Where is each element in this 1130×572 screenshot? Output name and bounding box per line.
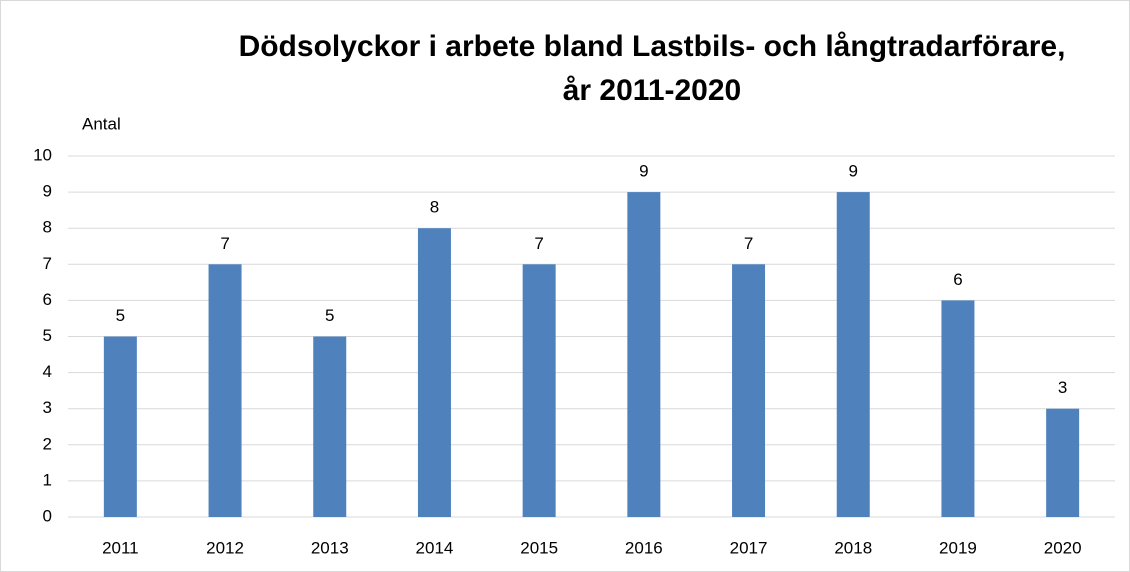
- data-label: 7: [744, 234, 753, 253]
- data-label: 8: [430, 198, 439, 217]
- bar: [941, 300, 975, 517]
- bar: [836, 192, 870, 517]
- x-tick-label: 2011: [102, 538, 139, 557]
- bar: [103, 336, 137, 517]
- x-tick-label: 2019: [939, 538, 977, 557]
- y-tick-label: 6: [43, 290, 52, 309]
- data-label: 9: [639, 162, 648, 181]
- x-tick-label: 2020: [1044, 538, 1082, 557]
- bar: [732, 264, 766, 517]
- y-tick-label: 5: [43, 326, 52, 345]
- bar: [208, 264, 242, 517]
- y-tick-label: 7: [43, 254, 52, 273]
- bar: [417, 228, 451, 517]
- bar: [313, 336, 347, 517]
- data-label: 5: [116, 306, 125, 325]
- y-tick-label: 10: [33, 145, 52, 164]
- y-tick-label: 0: [43, 506, 52, 525]
- y-tick-label: 8: [43, 218, 52, 237]
- y-tick-label: 9: [43, 182, 52, 201]
- x-tick-label: 2013: [311, 538, 349, 557]
- y-tick-label: 3: [43, 398, 52, 417]
- chart-title: Dödsolyckor i arbete bland Lastbils- och…: [239, 30, 1066, 63]
- y-tick-label: 4: [43, 362, 52, 381]
- bar: [627, 192, 661, 517]
- x-tick-label: 2018: [834, 538, 872, 557]
- data-label: 9: [849, 162, 858, 181]
- data-label: 7: [220, 234, 229, 253]
- data-label: 5: [325, 306, 334, 325]
- y-tick-label: 2: [43, 434, 52, 453]
- y-axis-label: Antal: [82, 114, 121, 133]
- x-tick-label: 2014: [416, 538, 454, 557]
- bar: [1046, 408, 1080, 517]
- x-tick-label: 2017: [730, 538, 768, 557]
- chart-title: år 2011-2020: [563, 74, 742, 107]
- data-label: 3: [1058, 378, 1067, 397]
- y-tick-label: 1: [43, 470, 52, 489]
- bar: [522, 264, 556, 517]
- x-tick-label: 2012: [206, 538, 244, 557]
- data-label: 6: [953, 270, 962, 289]
- x-tick-label: 2016: [625, 538, 663, 557]
- x-tick-label: 2015: [520, 538, 558, 557]
- data-label: 7: [534, 234, 543, 253]
